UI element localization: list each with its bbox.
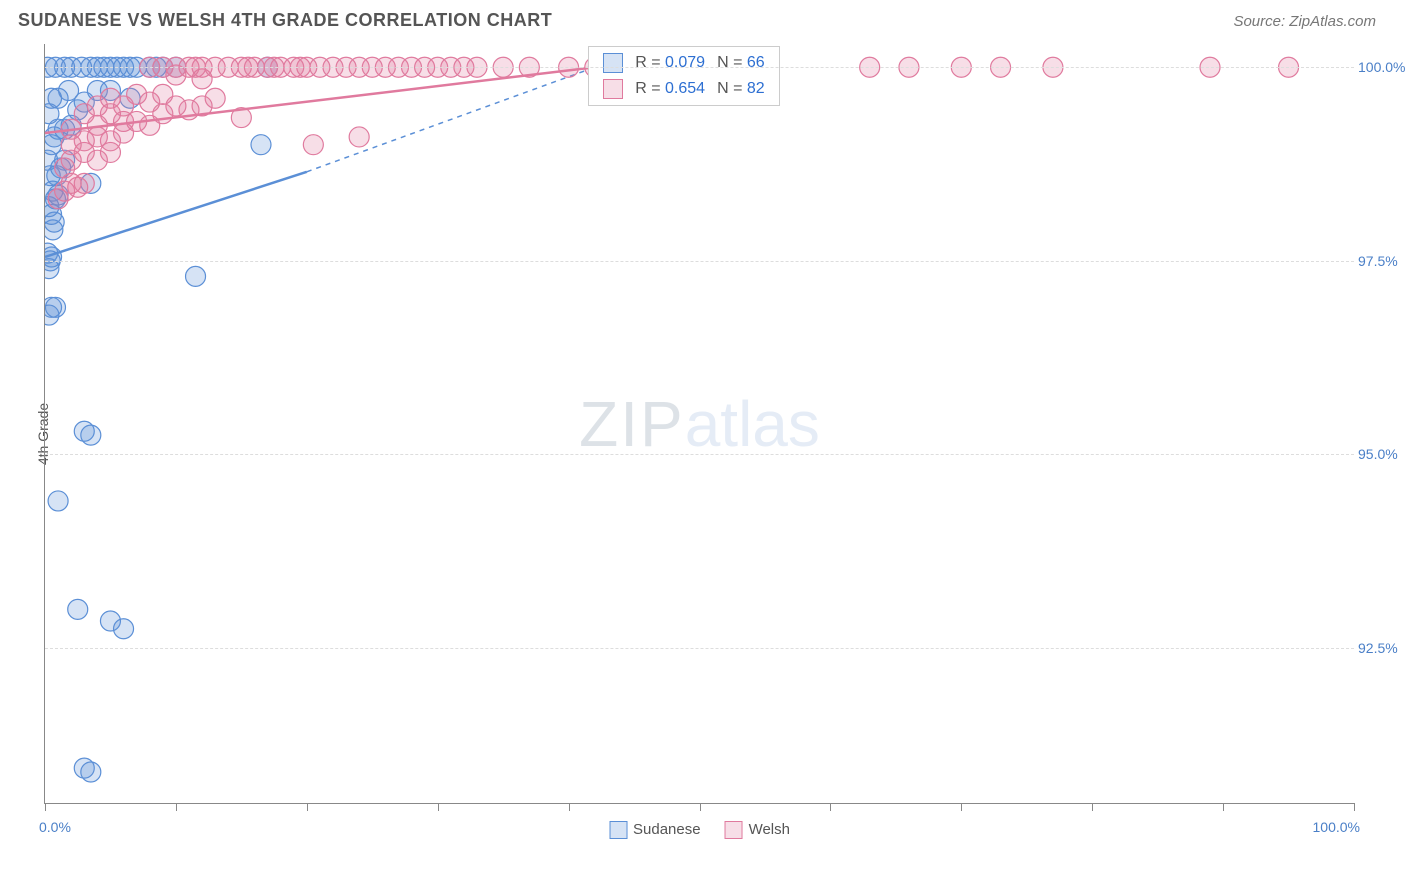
stats-row-welsh: R = 0.654 N = 82 [603,79,764,99]
x-tick-label-min: 0.0% [39,819,71,835]
plot-region: ZIPatlas R = 0.079 N = 66 R = 0.654 N = … [44,44,1354,804]
swatch-welsh [603,79,623,99]
x-tick [1354,803,1355,811]
swatch-welsh-bottom [725,821,743,839]
swatch-sudanese-bottom [609,821,627,839]
grid-line [45,261,1354,262]
stats-legend: R = 0.079 N = 66 R = 0.654 N = 82 [588,46,779,106]
grid-line [45,67,1354,68]
chart-area: 4th Grade ZIPatlas R = 0.079 N = 66 R = … [40,44,1390,824]
x-tick [176,803,177,811]
x-tick [45,803,46,811]
legend-item-welsh: Welsh [725,821,790,839]
series-legend: Sudanese Welsh [609,821,790,839]
chart-header: SUDANESE VS WELSH 4TH GRADE CORRELATION … [0,0,1406,37]
x-tick [438,803,439,811]
x-tick [1223,803,1224,811]
x-tick [961,803,962,811]
x-tick [830,803,831,811]
x-tick [1092,803,1093,811]
swatch-sudanese [603,53,623,73]
r-welsh: 0.654 [665,80,705,97]
y-tick-label: 92.5% [1358,640,1404,656]
legend-item-sudanese: Sudanese [609,821,701,839]
stats-row-sudanese: R = 0.079 N = 66 [603,53,764,73]
chart-source: Source: ZipAtlas.com [1233,13,1376,30]
grid-line [45,648,1354,649]
x-tick [700,803,701,811]
n-welsh: 82 [747,80,765,97]
y-tick-label: 97.5% [1358,253,1404,269]
x-tick-label-max: 100.0% [1313,819,1360,835]
n-sudanese: 66 [747,54,765,71]
x-tick [307,803,308,811]
grid-line [45,454,1354,455]
y-tick-label: 100.0% [1358,59,1404,75]
r-sudanese: 0.079 [665,54,705,71]
x-tick [569,803,570,811]
y-tick-label: 95.0% [1358,446,1404,462]
chart-title: SUDANESE VS WELSH 4TH GRADE CORRELATION … [18,10,552,31]
scatter-svg [45,44,1354,803]
